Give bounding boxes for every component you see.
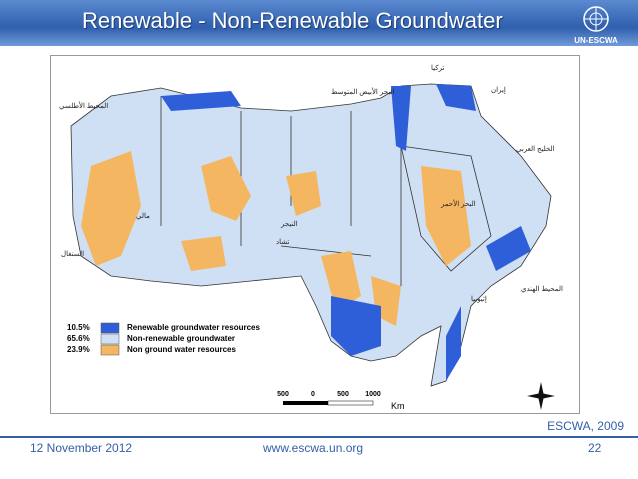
scale-label: 500 [277,391,289,398]
un-emblem [583,6,609,32]
source: ESCWA, 2009 [547,419,624,433]
renewable-areas [161,84,531,381]
place-label: المحيط الأطلسي [59,100,108,110]
place-label: إيران [491,86,506,94]
slide-title: Renewable - Non-Renewable Groundwater [82,8,503,33]
legend-swatch [100,333,120,345]
scale-bar: 500 0 500 1000 Km [277,391,404,411]
place-label: الخليج العربي [516,145,555,153]
place-label: مالي [136,212,150,220]
legend-percent: 65.6% [67,334,90,343]
legend-percent: 10.5% [67,323,90,332]
compass [527,382,555,410]
scale-label: 1000 [365,391,381,398]
legend: 10.5% Renewable groundwater resources 65.6… [67,322,260,356]
legend-percent: 23.9% [67,345,90,354]
legend-label: Renewable groundwater resources [127,323,260,332]
place-label: المحيط الهندي [521,285,563,293]
scale-label: 0 [311,391,315,398]
place-label: البحر الأحمر [440,198,476,208]
place-label: البحر الأبيض المتوسط [331,86,394,96]
scale-bar-segment [327,400,374,406]
scale-label: 500 [337,391,349,398]
footer-url: www.escwa.un.org [263,441,364,455]
scale-bar-segment [283,401,328,405]
footer-date: 12 November 2012 [30,441,133,455]
map: 10.5% Renewable groundwater resources 65.6… [59,64,563,411]
place-label: تركيا [431,64,444,72]
footer-rule [0,436,638,438]
map-frame: 10.5% Renewable groundwater resources 65.6… [50,55,580,414]
header-bar: Renewable - Non-Renewable Groundwater UN… [0,0,638,46]
legend-label: Non ground water resources [127,345,236,354]
logo-text: UN-ESCWA [574,36,618,45]
non-groundwater-areas [81,151,471,326]
legend-label: Non-renewable groundwater [127,334,235,343]
place-labels: تركيا إيران البحر الأبيض المتوسط المحيط الأ… [59,64,563,303]
legend-swatch [100,344,120,356]
place-label: تشاد [276,238,289,246]
place-label: إثيوبيا [471,295,487,303]
place-label: النيجر [280,220,298,228]
legend-swatch [100,322,120,334]
logo: UN-ESCWA [566,4,626,45]
scale-unit: Km [391,401,405,411]
place-label: السنغال [61,250,84,258]
footer-page: 22 [588,441,602,455]
land [70,83,552,387]
